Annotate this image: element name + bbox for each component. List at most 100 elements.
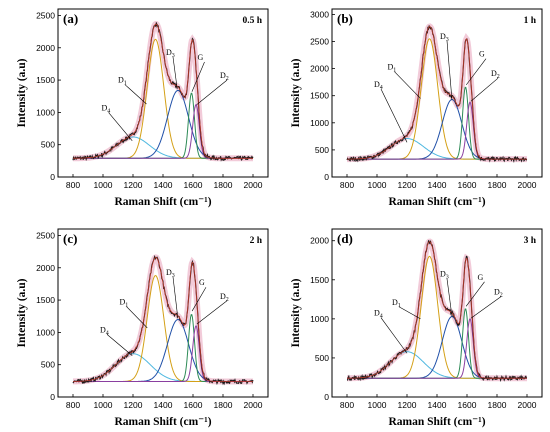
peak-pointer-D4	[108, 112, 133, 142]
x-tick-label: 2000	[518, 180, 537, 190]
peak-pointer-D4	[106, 334, 133, 356]
y-axis-title: Intensity (a.u)	[16, 58, 28, 127]
y-tick-label: 500	[41, 140, 55, 150]
peak-label-G: G	[198, 53, 204, 62]
peak-D2	[73, 103, 253, 159]
time-label: 1 h	[524, 16, 537, 26]
peak-label-D1: D1	[392, 298, 401, 309]
panel-label: (b)	[337, 11, 353, 26]
x-tick-label: 1600	[184, 180, 203, 190]
peak-pointer-D1	[394, 71, 421, 99]
peak-label-D1: D1	[120, 298, 129, 309]
y-tick-label: 0	[50, 392, 55, 402]
cumulative-fit	[347, 26, 527, 160]
peak-G	[347, 86, 527, 160]
peak-pointer-D2	[470, 296, 502, 319]
peak-pointer-D1	[126, 306, 148, 329]
y-tick-label: 0	[50, 172, 55, 182]
plot-frame	[57, 8, 269, 178]
peak-pointer-G	[191, 287, 207, 312]
peak-G	[73, 92, 253, 159]
fit-envelope-band	[347, 23, 527, 163]
peak-D3	[347, 315, 527, 379]
peak-label-D4: D4	[374, 309, 383, 320]
peak-label-D4: D4	[100, 325, 109, 336]
peak-D2	[347, 317, 527, 379]
x-tick-label: 1400	[428, 400, 447, 410]
peak-pointer-D3	[446, 40, 453, 101]
peak-pointer-D2	[196, 79, 228, 105]
x-tick-label: 1600	[458, 400, 477, 410]
time-label: 0.5 h	[242, 16, 262, 26]
y-tick-label: 1500	[310, 91, 329, 101]
x-tick-label: 1000	[368, 180, 387, 190]
x-tick-label: 1600	[184, 400, 203, 410]
plot-frame	[331, 228, 543, 398]
peak-D2	[347, 101, 527, 160]
y-tick-label: 1000	[36, 327, 55, 337]
y-axis-title: Intensity (a.u)	[16, 278, 28, 347]
y-tick-label: 1500	[36, 75, 55, 85]
x-tick-label: 1200	[124, 180, 143, 190]
peak-pointer-D4	[380, 88, 408, 143]
x-tick-label: 1200	[398, 180, 417, 190]
y-tick-label: 2000	[36, 43, 55, 53]
cumulative-fit	[73, 256, 253, 382]
peak-pointer-G	[191, 61, 205, 92]
peak-pointer-D2	[470, 77, 499, 102]
peak-label-D2: D2	[220, 71, 229, 82]
panel-3: 800 1000 1200 1400 1600 1800 2000 0 500 1000 1500 2…	[290, 228, 543, 428]
peak-label-D4: D4	[102, 103, 111, 114]
y-tick-label: 2000	[310, 64, 329, 74]
x-tick-label: 1000	[94, 180, 113, 190]
cumulative-fit	[347, 241, 527, 379]
panel-label: (c)	[63, 231, 77, 246]
y-tick-label: 1000	[36, 107, 55, 117]
peak-label-D4: D4	[374, 80, 383, 91]
y-axis-title: Intensity (a.u)	[290, 58, 302, 127]
peak-label-D1: D1	[388, 63, 397, 74]
x-tick-label: 1400	[154, 180, 173, 190]
peak-label-G: G	[478, 273, 484, 282]
peak-pointer-D3	[446, 278, 453, 317]
x-tick-label: 2000	[244, 180, 263, 190]
y-tick-label: 500	[41, 360, 55, 370]
x-tick-label: 1200	[398, 400, 417, 410]
peak-pointer-D1	[124, 84, 147, 105]
y-axis-title: Intensity (a.u)	[290, 278, 302, 347]
peak-label-D3: D3	[440, 32, 449, 43]
peak-pointer-D2	[196, 300, 228, 325]
x-tick-label: 1000	[368, 400, 387, 410]
panel-0: 800 1000 1200 1400 1600 1800 2000 0 500 1000 1500 2…	[16, 8, 269, 208]
x-tick-label: 1400	[428, 180, 447, 190]
time-label: 3 h	[524, 236, 537, 246]
x-tick-label: 1000	[94, 400, 113, 410]
peak-D3	[347, 98, 527, 160]
x-tick-label: 1400	[154, 400, 173, 410]
x-tick-label: 1600	[458, 180, 477, 190]
peak-label-D2: D2	[494, 288, 503, 299]
peak-pointer-G	[465, 281, 485, 307]
y-tick-label: 2500	[36, 10, 55, 20]
peak-pointer-D3	[172, 56, 178, 90]
x-tick-label: 800	[340, 400, 354, 410]
x-tick-label: 1800	[214, 180, 233, 190]
cumulative-fit	[73, 23, 253, 159]
x-axis-title: Raman Shift (cm⁻¹)	[388, 196, 485, 208]
panel-label: (d)	[337, 231, 353, 246]
y-tick-label: 2500	[36, 230, 55, 240]
x-tick-label: 1800	[214, 400, 233, 410]
panel-2: 800 1000 1200 1400 1600 1800 2000 0 500 1000 1500 2…	[16, 228, 269, 428]
fit-envelope-band	[73, 20, 253, 162]
x-axis-title: Raman Shift (cm⁻¹)	[114, 196, 211, 208]
y-tick-label: 3000	[310, 9, 329, 19]
y-tick-label: 1500	[36, 295, 55, 305]
peak-label-D3: D3	[166, 268, 175, 279]
x-tick-label: 1800	[488, 180, 507, 190]
y-tick-label: 0	[324, 172, 329, 182]
x-tick-label: 2000	[244, 400, 263, 410]
y-tick-label: 1500	[310, 275, 329, 285]
y-tick-label: 500	[315, 145, 329, 155]
y-tick-label: 2000	[36, 263, 55, 273]
